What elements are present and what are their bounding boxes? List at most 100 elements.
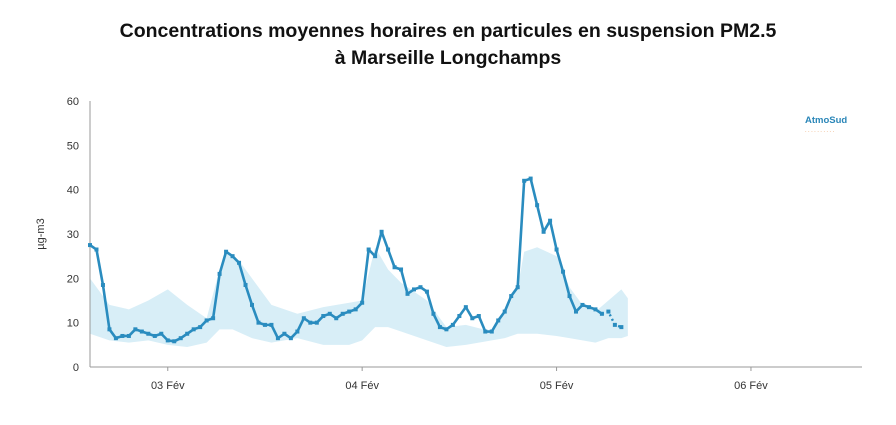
data-point: [373, 254, 378, 259]
y-axis-label: µg-m3: [35, 218, 47, 249]
data-point: [574, 309, 578, 314]
logo-tagline: · · · · · · · · · ·: [805, 129, 834, 135]
data-point: [489, 329, 494, 334]
data-point: [399, 267, 404, 272]
data-point: [288, 336, 293, 341]
data-point: [496, 318, 501, 323]
x-tick-label: 03 Fév: [151, 380, 185, 392]
atmosud-logo: AtmoSud · · · · · · · · · ·: [805, 115, 847, 135]
data-point: [535, 203, 540, 208]
data-point: [347, 309, 352, 314]
data-point-provisional: [619, 325, 624, 330]
data-point: [88, 243, 92, 248]
data-point-provisional: [612, 322, 617, 327]
range-band-layer: [90, 247, 628, 348]
data-point: [113, 336, 118, 341]
data-point: [159, 331, 164, 336]
data-point: [340, 311, 345, 316]
data-point: [250, 302, 254, 307]
data-point: [314, 320, 319, 325]
y-tick-label: 50: [67, 140, 79, 152]
series-line-layer: [88, 176, 624, 344]
axis-layer: 0 10 20 30 40 50 60 03 Fév 04 Fév 05 Fév 06 Fév: [67, 96, 862, 392]
data-point: [269, 322, 274, 327]
chart-title: Concentrations moyennes horaires en part…: [0, 18, 896, 72]
data-point: [178, 336, 183, 341]
data-point: [437, 325, 442, 330]
data-point: [483, 329, 488, 334]
data-point: [522, 178, 527, 183]
data-point: [172, 339, 177, 344]
data-point: [94, 247, 99, 252]
data-point: [431, 311, 436, 316]
data-point: [133, 327, 138, 332]
data-point: [476, 314, 481, 319]
data-point: [353, 307, 358, 312]
data-point: [262, 322, 267, 327]
data-point: [256, 320, 261, 325]
data-point: [418, 285, 423, 290]
data-point: [327, 311, 332, 316]
data-point: [515, 285, 520, 290]
x-tick-label: 04 Fév: [345, 380, 379, 392]
data-point: [593, 307, 598, 312]
y-tick-label: 60: [67, 96, 79, 108]
data-point: [528, 176, 533, 181]
data-point: [295, 329, 300, 334]
x-tick-label: 05 Fév: [540, 380, 574, 392]
y-tick-label: 40: [67, 185, 79, 197]
data-point: [224, 249, 229, 254]
data-point: [243, 282, 248, 287]
data-point: [198, 325, 203, 330]
data-point: [580, 302, 585, 307]
data-point: [463, 305, 468, 310]
data-point: [191, 327, 196, 332]
data-point: [275, 336, 280, 341]
data-point: [360, 300, 365, 305]
data-point: [457, 314, 462, 319]
data-point: [392, 265, 397, 270]
data-point: [308, 320, 313, 325]
x-tick-label: 06 Fév: [734, 380, 768, 392]
data-point: [185, 331, 190, 336]
data-point: [237, 260, 242, 265]
data-point: [282, 331, 287, 336]
data-point: [586, 305, 591, 310]
data-point: [444, 327, 449, 332]
data-point: [100, 282, 105, 287]
data-point: [321, 314, 326, 319]
chart-title-line-2: à Marseille Longchamps: [334, 47, 562, 69]
chart-title-line-1: Concentrations moyennes horaires en part…: [119, 20, 777, 42]
y-tick-label: 20: [67, 273, 79, 285]
data-point: [541, 229, 546, 234]
data-point: [120, 333, 125, 338]
data-point: [450, 322, 455, 327]
data-point: [412, 287, 416, 292]
data-point: [204, 318, 209, 323]
data-point: [366, 247, 371, 252]
logo-text: AtmoSud: [805, 115, 847, 126]
data-point: [561, 269, 566, 274]
y-tick-label: 10: [67, 318, 79, 330]
y-tick-label: 30: [67, 229, 79, 241]
data-point: [424, 289, 429, 294]
data-point: [146, 331, 151, 336]
data-point: [379, 229, 384, 234]
data-point: [548, 218, 553, 223]
data-point: [139, 329, 144, 334]
y-tick-label: 0: [73, 362, 79, 374]
data-point: [502, 309, 507, 314]
data-point: [554, 247, 559, 252]
range-band: [90, 247, 628, 348]
data-point: [386, 247, 391, 252]
data-point: [509, 294, 514, 299]
data-point: [567, 294, 572, 299]
data-point: [107, 327, 112, 332]
data-point: [126, 333, 131, 338]
data-point-provisional: [606, 309, 611, 314]
series-line-provisional: [601, 310, 622, 329]
data-point: [211, 316, 216, 321]
data-point: [301, 316, 306, 321]
data-point: [405, 291, 410, 296]
